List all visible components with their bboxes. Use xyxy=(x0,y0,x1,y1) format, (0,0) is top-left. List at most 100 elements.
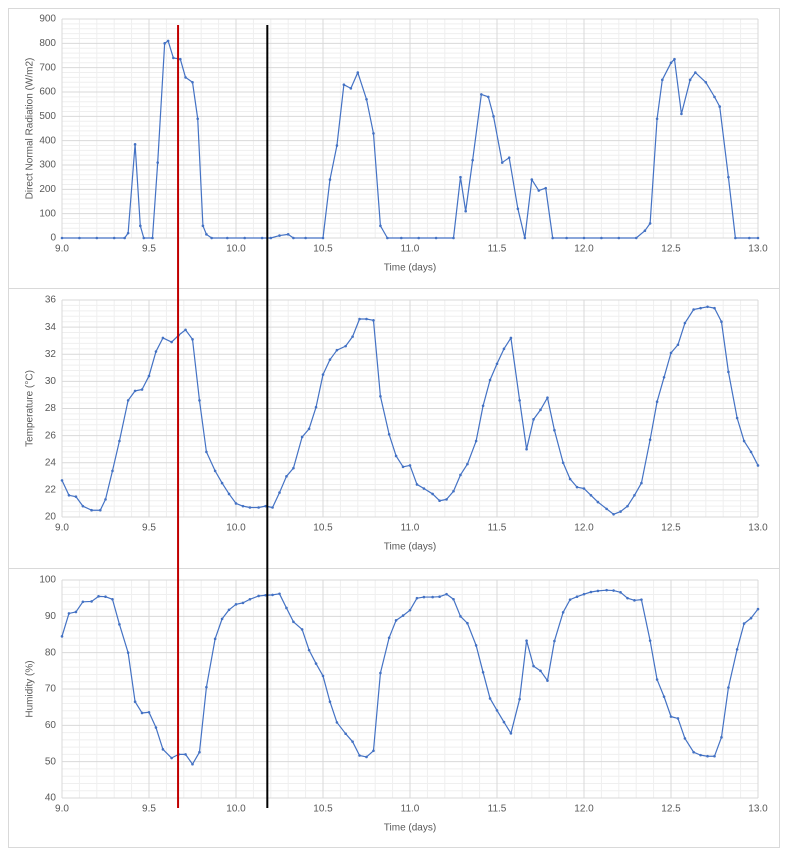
data-point xyxy=(459,473,462,477)
data-point xyxy=(749,616,753,620)
data-point xyxy=(466,621,469,625)
data-point xyxy=(140,388,144,391)
data-point xyxy=(314,405,318,409)
data-point xyxy=(285,475,288,478)
data-point xyxy=(394,619,398,622)
data-point xyxy=(417,236,421,240)
data-point xyxy=(154,726,158,729)
x-tick-label: 10.0 xyxy=(226,804,246,815)
data-point xyxy=(676,717,680,720)
data-point xyxy=(314,662,318,665)
data-point xyxy=(286,233,290,236)
data-point xyxy=(459,615,462,618)
data-point xyxy=(60,479,64,482)
data-point xyxy=(553,639,556,643)
data-point xyxy=(553,428,556,432)
data-point xyxy=(518,697,521,701)
data-point xyxy=(575,485,579,489)
data-point xyxy=(438,499,441,503)
data-point xyxy=(104,595,107,599)
data-point xyxy=(466,462,469,466)
data-point xyxy=(220,481,224,485)
y-tick-label: 34 xyxy=(45,322,57,333)
data-point xyxy=(634,236,638,240)
data-point xyxy=(676,343,680,347)
data-point xyxy=(727,370,730,374)
data-point xyxy=(142,236,146,240)
data-point xyxy=(509,732,513,735)
data-point xyxy=(438,595,441,599)
data-point xyxy=(257,506,260,509)
x-tick-label: 13.0 xyxy=(748,244,768,255)
data-point xyxy=(95,236,99,240)
x-tick-label: 11.5 xyxy=(488,244,507,255)
data-point xyxy=(365,755,368,759)
data-point xyxy=(734,236,737,240)
data-point xyxy=(335,348,339,352)
data-point xyxy=(358,317,361,321)
data-point xyxy=(191,338,194,341)
data-point xyxy=(90,508,93,512)
data-point xyxy=(372,132,375,135)
data-point xyxy=(596,500,600,504)
x-tick-label: 13.0 xyxy=(748,804,768,815)
data-point xyxy=(349,87,353,90)
data-point xyxy=(532,664,535,668)
data-point xyxy=(285,606,288,610)
chart-frame xyxy=(8,8,780,848)
y-tick-label: 100 xyxy=(39,208,56,219)
data-point xyxy=(546,679,549,682)
data-point xyxy=(452,597,455,601)
data-point xyxy=(735,648,739,651)
data-point xyxy=(589,494,593,497)
data-point xyxy=(264,504,267,508)
data-point xyxy=(605,588,608,592)
data-line xyxy=(62,40,758,239)
x-tick-label: 11.5 xyxy=(488,804,507,815)
x-tick-label: 12.0 xyxy=(574,523,594,534)
y-tick-label: 90 xyxy=(45,611,57,622)
data-point xyxy=(713,95,716,99)
data-point xyxy=(633,494,636,497)
data-point xyxy=(205,233,208,236)
data-point xyxy=(379,224,382,228)
data-point xyxy=(471,158,474,162)
data-point xyxy=(718,105,722,108)
data-point xyxy=(683,737,687,740)
data-point xyxy=(161,748,165,751)
data-point xyxy=(179,57,182,61)
data-point xyxy=(126,231,130,235)
data-point xyxy=(415,596,419,600)
data-point xyxy=(445,498,448,501)
data-point xyxy=(561,611,565,614)
data-point xyxy=(104,498,107,501)
data-point xyxy=(118,623,121,626)
data-point xyxy=(201,224,205,228)
data-point xyxy=(565,236,568,240)
data-point xyxy=(530,178,534,181)
data-point xyxy=(539,669,542,673)
data-point xyxy=(387,636,391,640)
data-point xyxy=(234,603,238,606)
data-point xyxy=(140,711,144,715)
y-tick-label: 900 xyxy=(39,14,56,25)
data-point xyxy=(706,754,709,758)
y-tick-label: 0 xyxy=(50,233,56,244)
data-point xyxy=(749,450,753,454)
x-tick-label: 13.0 xyxy=(748,523,768,534)
data-point xyxy=(111,597,114,601)
data-point xyxy=(147,374,151,378)
y-tick-label: 600 xyxy=(39,87,56,98)
x-tick-label: 10.0 xyxy=(226,523,246,534)
data-point xyxy=(544,186,548,190)
data-point xyxy=(248,506,252,509)
x-tick-label: 9.5 xyxy=(142,244,156,255)
data-point xyxy=(626,504,629,508)
data-point xyxy=(692,308,695,311)
data-point xyxy=(422,595,426,599)
data-point xyxy=(640,598,643,601)
data-point xyxy=(596,589,600,593)
x-tick-label: 12.0 xyxy=(574,804,594,815)
data-point xyxy=(516,207,520,211)
data-point xyxy=(264,593,267,597)
